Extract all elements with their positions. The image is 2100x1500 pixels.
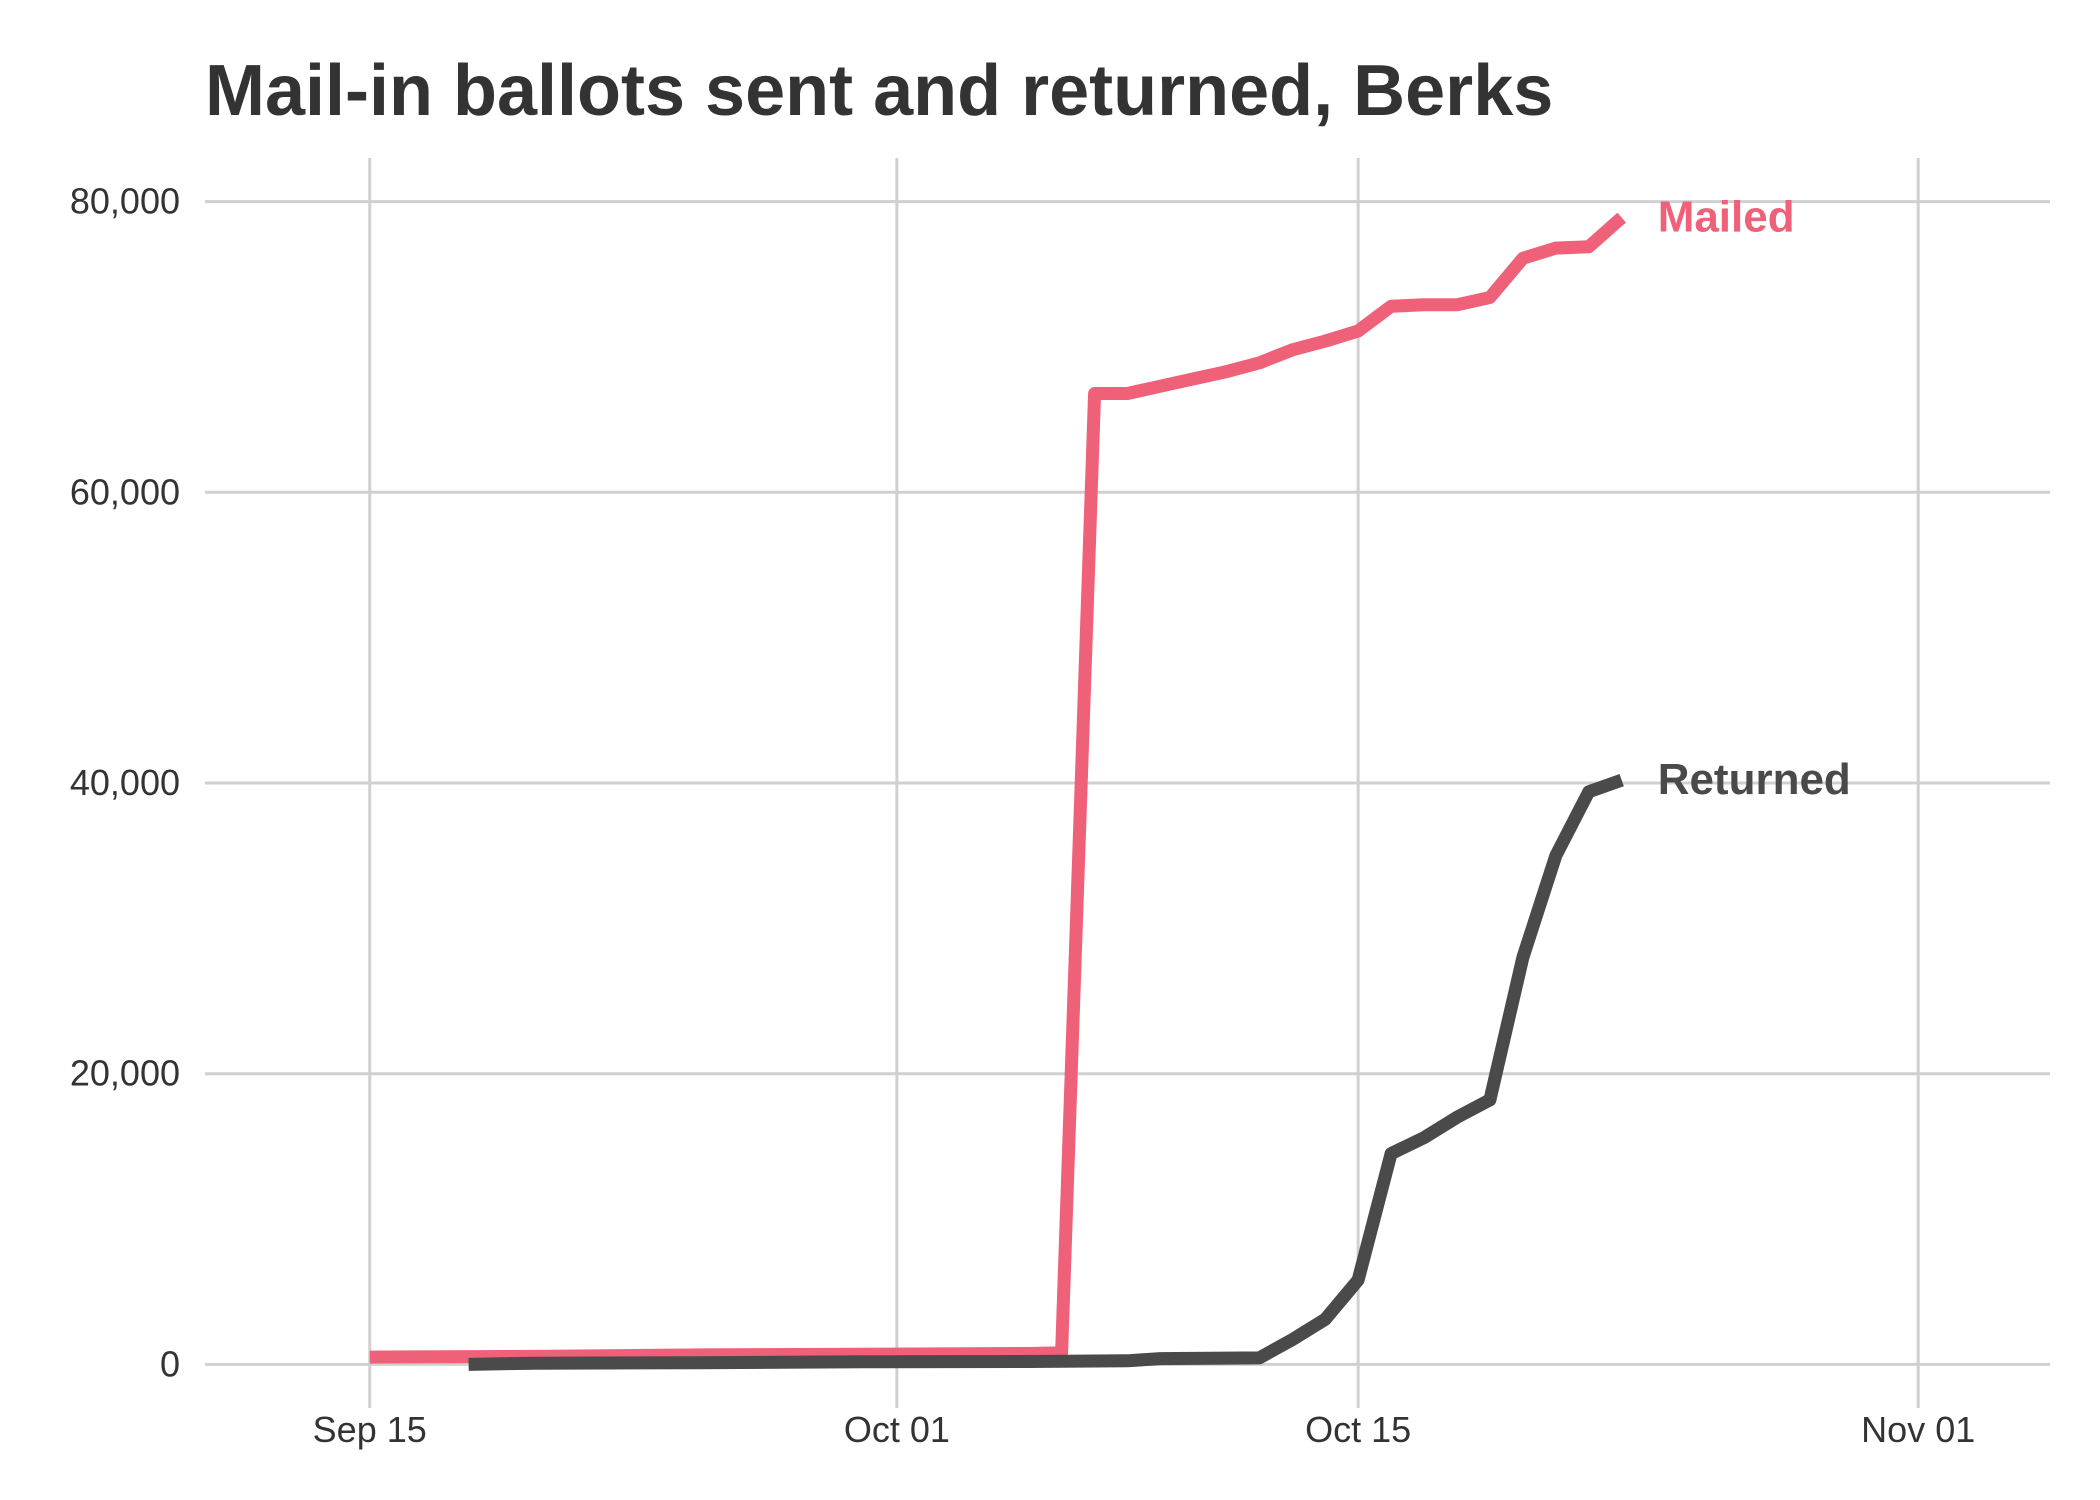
series-label-mailed: Mailed (1658, 193, 1795, 242)
series-line-returned (468, 773, 1624, 1371)
y-tick-label-0: 0 (160, 1343, 180, 1384)
x-axis-tick-labels: Sep 15 Oct 01 Oct 15 Nov 01 (313, 1409, 1976, 1450)
y-tick-label-2: 40,000 (70, 762, 180, 803)
series-label-returned: Returned (1658, 755, 1851, 804)
y-tick-label-4: 80,000 (70, 181, 180, 222)
x-tick-label-3: Nov 01 (1861, 1409, 1975, 1450)
y-tick-label-3: 60,000 (70, 471, 180, 512)
y-axis-tick-labels: 0 20,000 40,000 60,000 80,000 (70, 181, 180, 1385)
series-lines (369, 212, 1627, 1371)
series-labels: Mailed Returned (1658, 193, 1851, 805)
y-tick-label-1: 20,000 (70, 1053, 180, 1094)
x-tick-label-1: Oct 01 (844, 1409, 950, 1450)
series-line-mailed (369, 212, 1627, 1364)
x-tick-label-2: Oct 15 (1305, 1409, 1411, 1450)
chart-title: Mail-in ballots sent and returned, Berks (205, 51, 1553, 131)
gridlines (205, 158, 2050, 1408)
x-tick-label-0: Sep 15 (313, 1409, 427, 1450)
